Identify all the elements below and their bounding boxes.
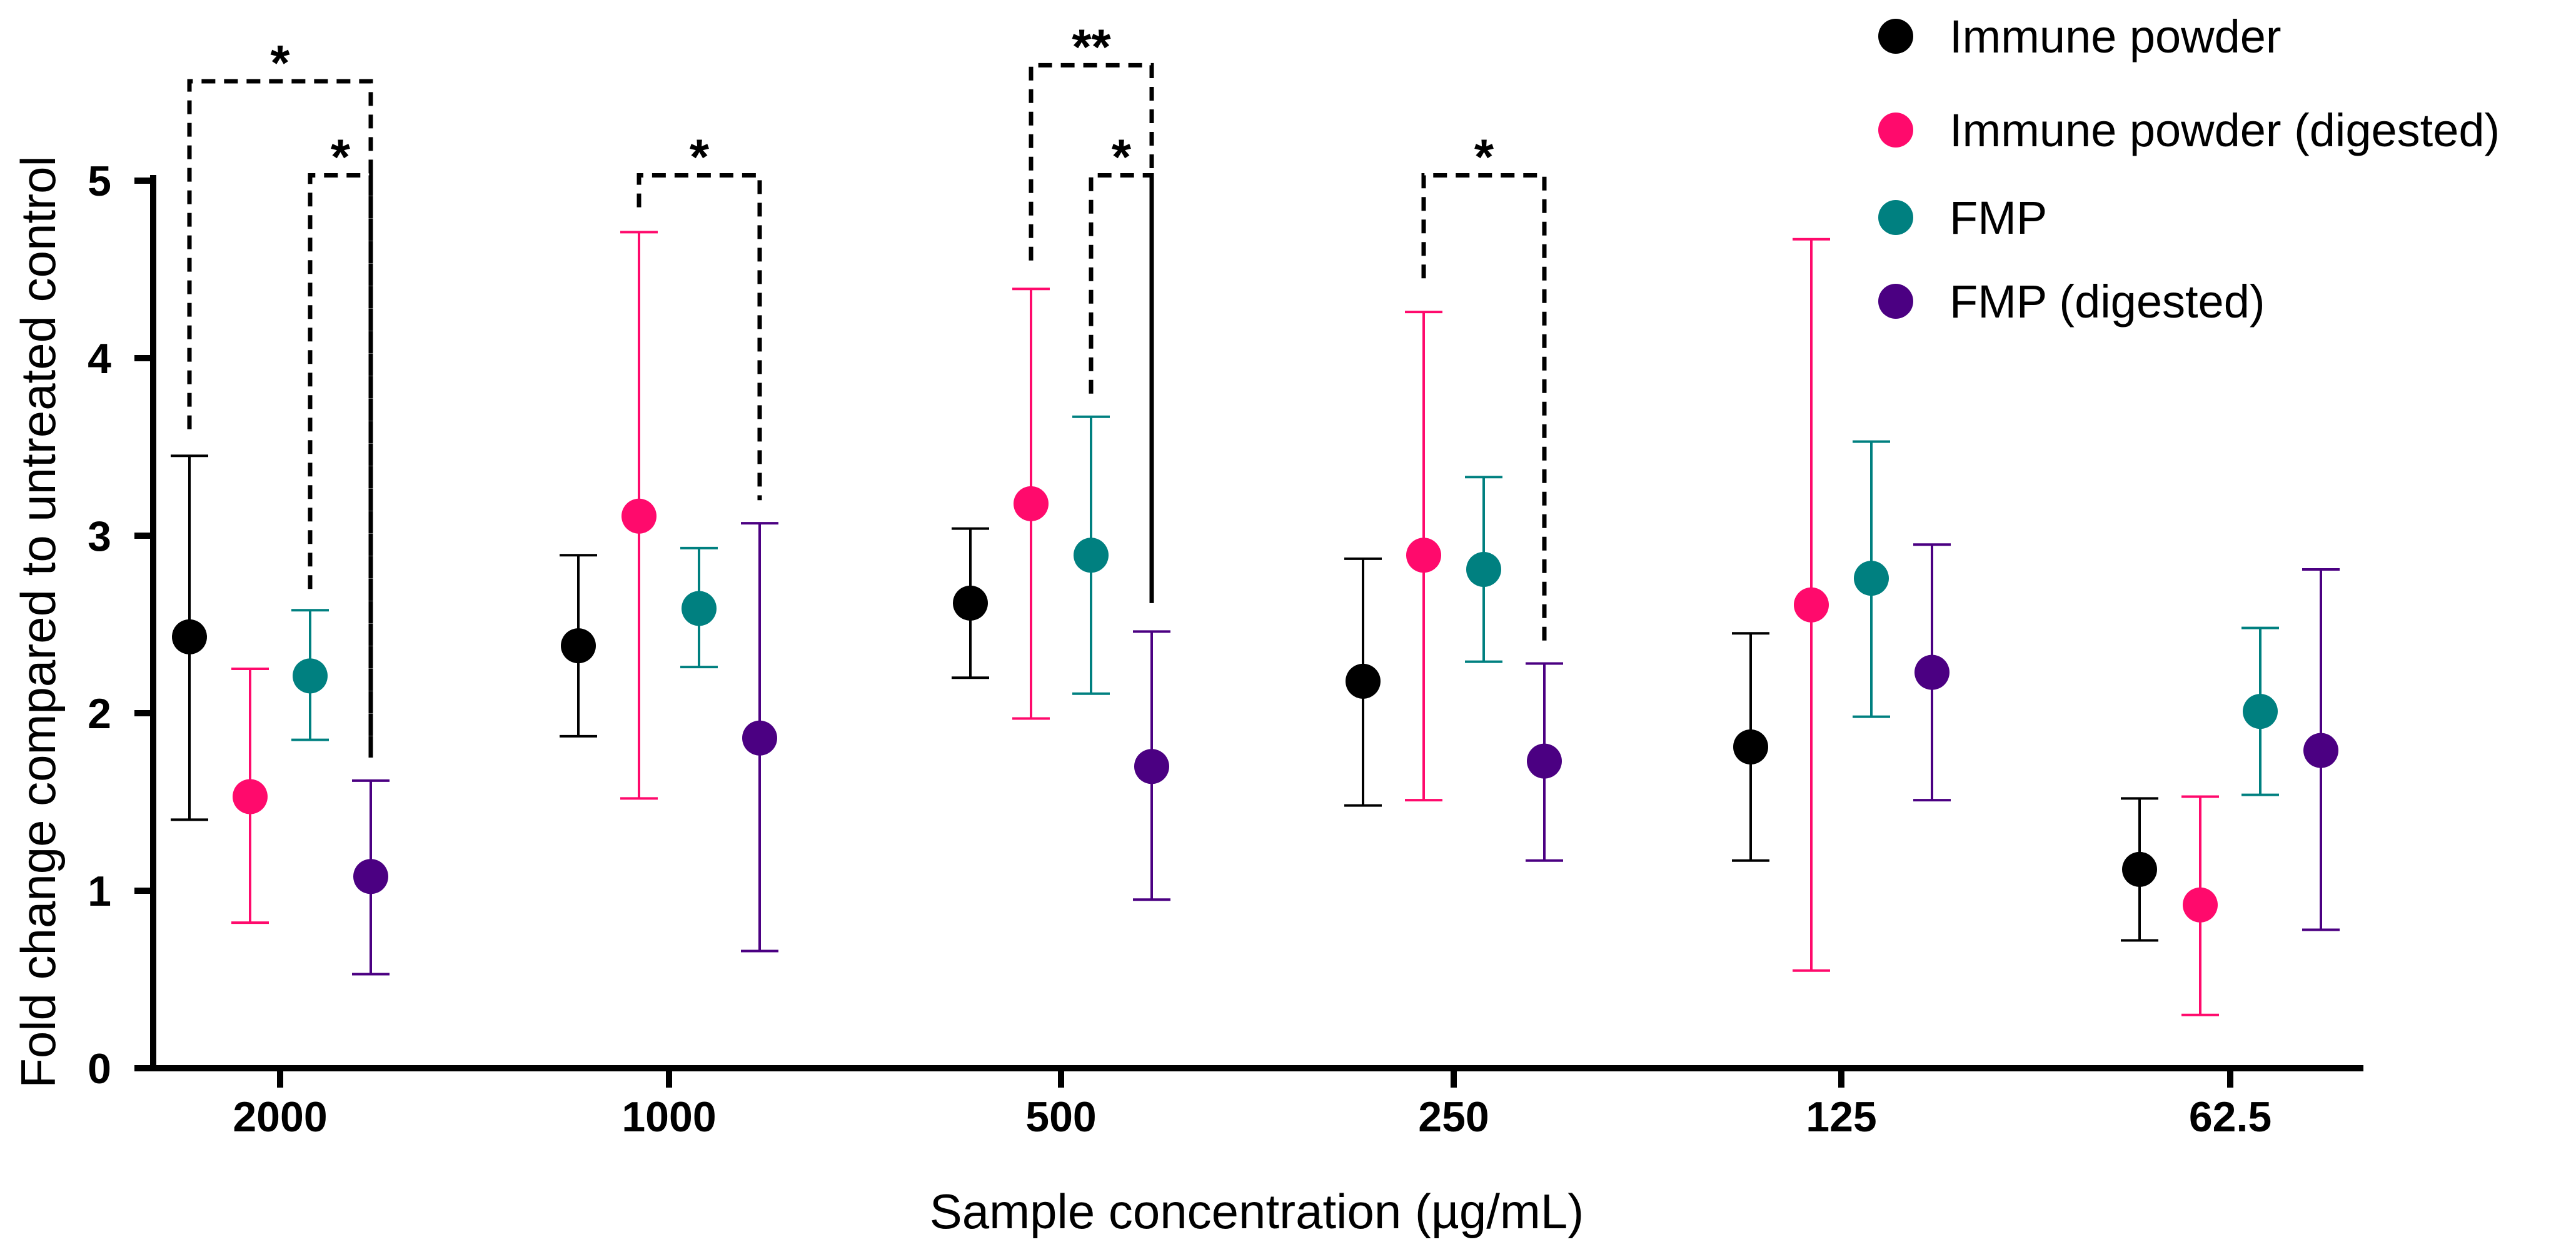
data-point [682, 591, 717, 626]
data-point [561, 628, 596, 664]
legend: Immune powder Immune powder (digested) FMP… [1878, 11, 2500, 328]
bracket-line [636, 173, 762, 501]
series-0 [171, 454, 2158, 942]
significance-bracket: * [1089, 129, 1154, 603]
legend-marker [1878, 200, 1913, 235]
bracket-line [187, 79, 373, 758]
data-point [953, 585, 988, 621]
series-1 [231, 231, 2219, 1016]
legend-marker [1878, 19, 1913, 54]
legend-marker [1878, 113, 1913, 148]
data-point [233, 779, 268, 814]
x-tick-label: 250 [1418, 1093, 1489, 1141]
bracket-line [1089, 173, 1154, 603]
significance-bracket: * [636, 129, 762, 501]
data-point [1733, 729, 1768, 764]
bracket-line [1029, 63, 1154, 603]
significance-bracket: * [1421, 129, 1547, 643]
tick-marks: 0 1 2 3 4 5 2000 1000 500 250 125 62.5 [88, 158, 2272, 1141]
legend-item: FMP (digested) [1878, 276, 2265, 328]
y-tick-label: 4 [88, 335, 111, 383]
y-tick-label: 2 [88, 690, 111, 738]
data-point [1406, 538, 1441, 573]
data-point [1794, 587, 1829, 623]
legend-item: Immune powder [1878, 11, 2282, 63]
significance-label: * [331, 129, 351, 184]
axes [150, 175, 2363, 1071]
legend-item: FMP [1878, 192, 2047, 244]
data-point [1854, 561, 1889, 596]
legend-label: Immune powder [1950, 11, 2282, 63]
significance-brackets: ** **** * [187, 19, 1547, 758]
bracket-line [1421, 173, 1547, 643]
data-point [1014, 486, 1049, 521]
x-tick-label: 62.5 [2189, 1093, 2272, 1141]
data-point [353, 859, 388, 894]
y-tick-label: 3 [88, 513, 111, 560]
data-point [742, 720, 777, 756]
data-point [1134, 749, 1169, 784]
data-point [1466, 551, 1501, 587]
data-point [2303, 733, 2338, 768]
legend-label: FMP [1950, 192, 2047, 244]
y-axis-title: Fold change compared to untreated contro… [11, 156, 66, 1088]
x-axis-title: Sample concentration (µg/mL) [930, 1184, 1584, 1239]
data-point [293, 658, 328, 694]
legend-label: FMP (digested) [1950, 276, 2265, 328]
x-tick-label: 1000 [621, 1093, 716, 1141]
data-point [1074, 538, 1109, 573]
data-point [621, 498, 657, 534]
significance-bracket: ** [1029, 19, 1154, 603]
x-tick-label: 500 [1025, 1093, 1096, 1141]
y-tick-label: 1 [88, 868, 111, 915]
y-tick-label: 0 [88, 1045, 111, 1093]
x-tick-label: 125 [1806, 1093, 1876, 1141]
series-2 [291, 415, 2279, 796]
x-tick-label: 2000 [233, 1093, 327, 1141]
data-point [2183, 887, 2218, 923]
data-point [1527, 743, 1562, 779]
legend-item: Immune powder (digested) [1878, 104, 2500, 156]
significance-label: * [270, 35, 290, 91]
data-point [1346, 663, 1381, 699]
significance-label: * [1474, 129, 1494, 184]
data-point [1914, 654, 1950, 690]
significance-bracket: * [187, 35, 373, 758]
data-point [2243, 694, 2278, 729]
legend-label: Immune powder (digested) [1950, 104, 2500, 156]
significance-label: * [1112, 129, 1132, 184]
y-tick-label: 5 [88, 158, 111, 205]
significance-label: * [690, 129, 710, 184]
data-point [2122, 851, 2157, 887]
legend-marker [1878, 284, 1913, 319]
significance-bracket: * [308, 129, 373, 758]
bracket-line [308, 173, 373, 758]
data-series [171, 231, 2340, 1016]
data-point [172, 619, 207, 654]
series-3 [352, 522, 2340, 976]
significance-label: ** [1072, 19, 1111, 74]
